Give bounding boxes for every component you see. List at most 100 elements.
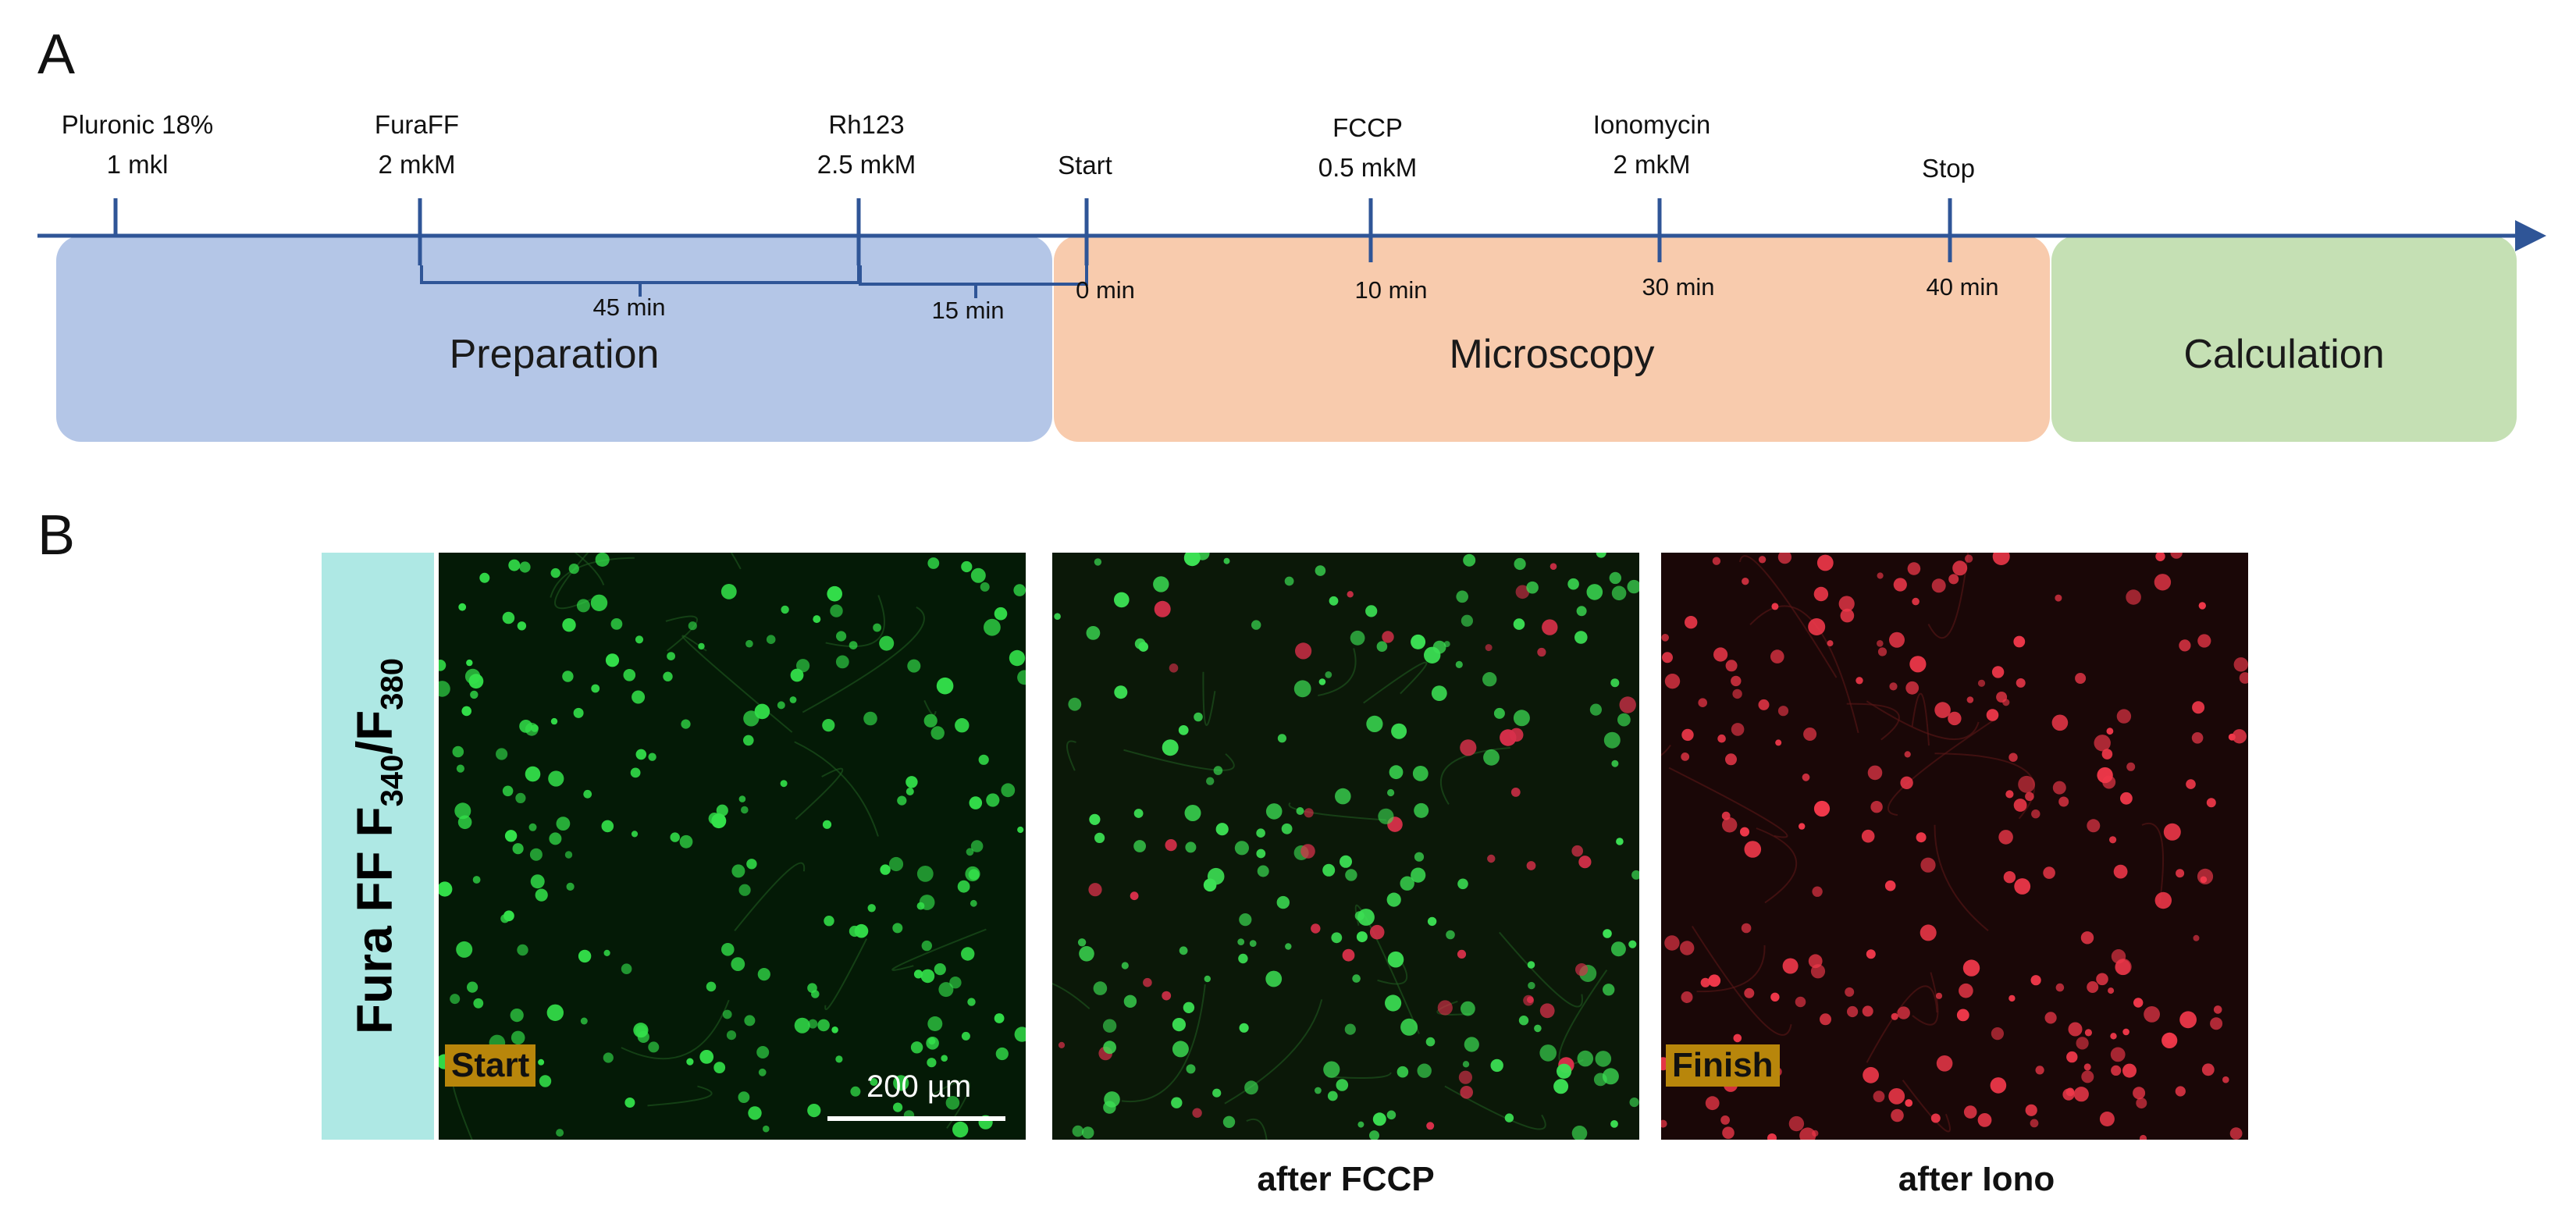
cell (1907, 562, 1921, 575)
cell (1256, 828, 1265, 838)
cell (1799, 823, 1806, 830)
event-pluronic-amount: 1 mkl (106, 150, 169, 180)
cell (601, 820, 614, 833)
cell (1916, 832, 1927, 843)
cell (1631, 870, 1639, 880)
cell (1909, 656, 1927, 673)
neurite (734, 862, 806, 931)
cell (1223, 557, 1230, 564)
cell (591, 684, 600, 693)
cell (610, 618, 623, 630)
cell (867, 904, 876, 913)
cell (2087, 981, 2099, 993)
cell (1234, 841, 1249, 856)
cell (2075, 673, 2087, 684)
cell (1293, 680, 1311, 698)
cell (450, 994, 461, 1005)
cell (746, 859, 757, 870)
cell (1256, 849, 1266, 859)
cell (452, 745, 464, 758)
cell (2030, 975, 2041, 986)
cell (1456, 590, 1468, 603)
cell (2003, 871, 2016, 884)
neurite (1363, 661, 1428, 704)
timeline-axis-graphic (37, 198, 2546, 298)
cell (2073, 1087, 2089, 1102)
cell (1461, 614, 1473, 627)
cell (1888, 1088, 1905, 1105)
cell-field-iono (1661, 553, 2248, 1140)
cell (949, 977, 962, 989)
cell (2068, 1022, 2083, 1037)
cell (711, 813, 727, 829)
cell (698, 642, 705, 650)
cell (1602, 1068, 1619, 1085)
cell (1072, 1125, 1084, 1137)
event-label-ionomycin: Ionomycin 2 mkM (1593, 105, 1710, 184)
cell (1356, 931, 1368, 943)
neurite (665, 615, 699, 652)
cell (1369, 1130, 1379, 1140)
cell (1856, 677, 1863, 685)
cell (2101, 749, 2113, 760)
cell (1610, 1120, 1618, 1128)
bracket-15-min (859, 265, 1088, 298)
cell (2002, 699, 2010, 706)
cell (688, 621, 697, 631)
cell (1574, 631, 1588, 644)
cell (1619, 696, 1636, 713)
cell (2014, 878, 2031, 895)
cell (994, 1013, 1005, 1023)
neurite (621, 999, 730, 1060)
cell (1081, 1126, 1094, 1139)
cell (1539, 1003, 1555, 1019)
cell (1527, 961, 1535, 969)
time-10-min: 10 min (1354, 276, 1428, 304)
cell (2025, 792, 2034, 802)
cell (1603, 731, 1621, 749)
cell (1788, 1115, 1805, 1132)
cell (2155, 553, 2165, 561)
cell (1285, 943, 1292, 950)
cell (1130, 891, 1139, 901)
cell (549, 832, 562, 845)
cell (1827, 640, 1834, 647)
cell (1432, 640, 1446, 654)
event-pluronic-name: Pluronic 18% (61, 110, 214, 139)
cell (1577, 1050, 1594, 1067)
event-rh123-amount: 2.5 mkM (817, 150, 916, 180)
cell (1094, 832, 1105, 843)
cell (1948, 574, 1959, 585)
cell (713, 1062, 726, 1073)
cell (970, 840, 984, 852)
cell (1705, 1096, 1720, 1111)
cell (731, 957, 745, 971)
cell (2179, 1011, 2197, 1029)
cell (780, 780, 788, 788)
cell (2197, 868, 2214, 884)
neurite (1499, 931, 1583, 1008)
cell (1114, 685, 1128, 699)
cell (2013, 635, 2026, 648)
neurite (2141, 823, 2164, 905)
cell (1102, 1019, 1117, 1033)
cell (1802, 773, 1810, 781)
cell (2052, 781, 2066, 795)
cell (2210, 1017, 2223, 1030)
cell (1952, 560, 1968, 576)
cell (880, 864, 891, 875)
cell (1567, 578, 1579, 590)
cell (961, 947, 975, 961)
cell (466, 659, 473, 667)
event-label-rh123: Rh123 2.5 mkM (817, 105, 916, 184)
cell (1133, 809, 1144, 818)
cell (2198, 602, 2206, 610)
caption-after-fccp: after FCCP (1257, 1160, 1435, 1198)
cell (2013, 799, 2027, 812)
neurite (1377, 956, 1408, 985)
cell (738, 884, 751, 896)
cell (1237, 938, 1245, 945)
cell (2108, 987, 2115, 994)
cell (1104, 1091, 1120, 1108)
neurite (1444, 1085, 1546, 1130)
